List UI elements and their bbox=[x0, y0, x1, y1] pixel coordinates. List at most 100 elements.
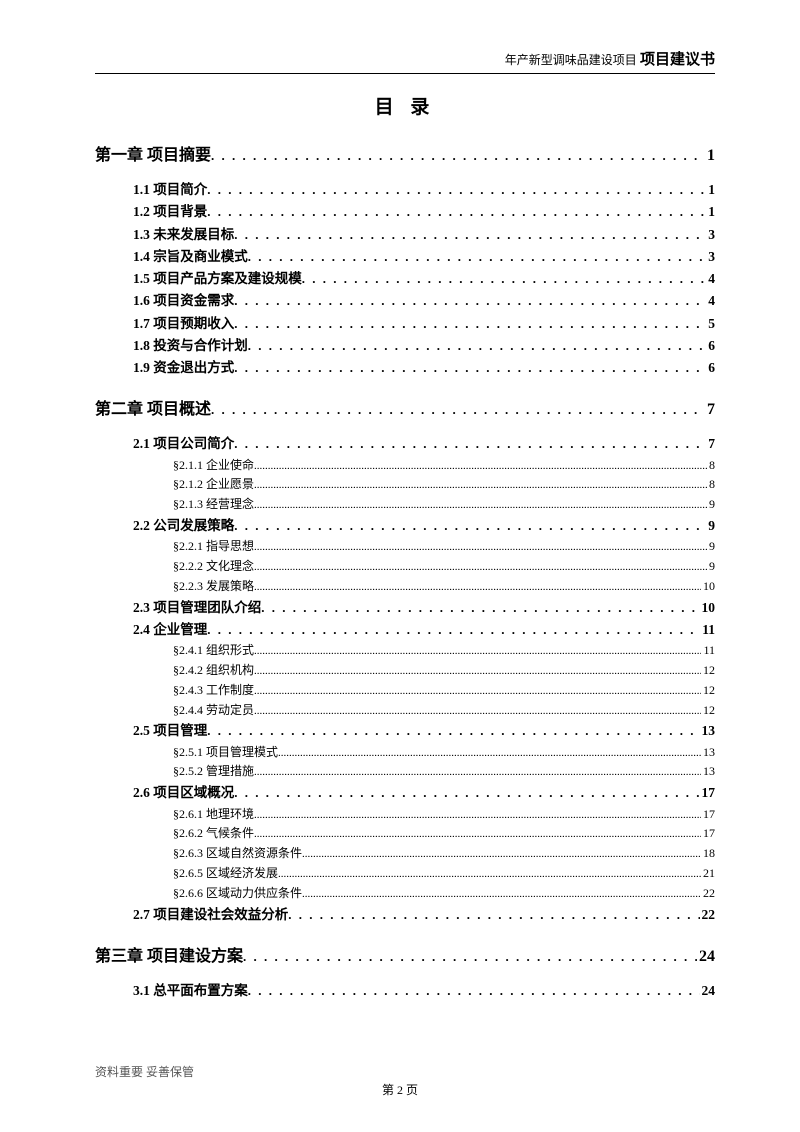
toc-leader-dots: ........................................… bbox=[254, 682, 701, 700]
footer-center: 第 2 页 bbox=[0, 1081, 800, 1098]
toc-label: §2.5.1 项目管理模式 bbox=[173, 743, 278, 763]
toc-page-number: 17 bbox=[701, 824, 715, 844]
toc-label: 1.3 未来发展目标 bbox=[133, 224, 234, 246]
toc-page-number: 8 bbox=[707, 456, 715, 476]
page-header: 年产新型调味品建设项目 项目建议书 bbox=[95, 48, 715, 74]
toc-page-number: 8 bbox=[707, 475, 715, 495]
toc-label: 2.2 公司发展策略 bbox=[133, 515, 234, 537]
toc-entry: 第一章 项目摘要 . . . . . . . . . . . . . . . .… bbox=[95, 141, 715, 165]
toc-leader-dots: ........................................… bbox=[254, 538, 707, 556]
toc-leader-dots: . . . . . . . . . . . . . . . . . . . . … bbox=[248, 335, 707, 356]
toc-entry: 1.2 项目背景 . . . . . . . . . . . . . . . .… bbox=[95, 201, 715, 223]
toc-page-number: 11 bbox=[701, 641, 715, 661]
toc-entry: 1.8 投资与合作计划 . . . . . . . . . . . . . . … bbox=[95, 335, 715, 357]
toc-label: §2.2.3 发展策略 bbox=[173, 577, 254, 597]
toc-leader-dots: ........................................… bbox=[254, 476, 707, 494]
toc-title: 目 录 bbox=[95, 92, 715, 119]
toc-label: 第一章 项目摘要 bbox=[95, 141, 211, 165]
toc-leader-dots: . . . . . . . . . . . . . . . . . . . . … bbox=[211, 148, 705, 164]
toc-page-number: 17 bbox=[700, 782, 716, 804]
toc-page-number: 7 bbox=[705, 401, 715, 419]
toc-leader-dots: . . . . . . . . . . . . . . . . . . . . … bbox=[207, 201, 706, 222]
toc-entry: §2.1.2 企业愿景 ............................… bbox=[95, 475, 715, 495]
toc-entry: 1.5 项目产品方案及建设规模 . . . . . . . . . . . . … bbox=[95, 268, 715, 290]
toc-leader-dots: . . . . . . . . . . . . . . . . . . . . … bbox=[248, 980, 700, 1001]
toc-label: 1.6 项目资金需求 bbox=[133, 290, 234, 312]
toc-entry: §2.6.3 区域自然资源条件 ........................… bbox=[95, 844, 715, 864]
toc-page-number: 1 bbox=[706, 201, 715, 223]
toc-entry: 1.1 项目简介 . . . . . . . . . . . . . . . .… bbox=[95, 179, 715, 201]
toc-label: 3.1 总平面布置方案 bbox=[133, 980, 248, 1002]
toc-label: 1.4 宗旨及商业模式 bbox=[133, 246, 248, 268]
toc-page-number: 1 bbox=[706, 179, 715, 201]
toc-leader-dots: . . . . . . . . . . . . . . . . . . . . … bbox=[211, 402, 705, 418]
toc-page-number: 3 bbox=[706, 224, 715, 246]
toc-label: §2.1.2 企业愿景 bbox=[173, 475, 254, 495]
toc-leader-dots: ........................................… bbox=[254, 662, 701, 680]
toc-page-number: 1 bbox=[705, 147, 715, 165]
toc-entry: §2.4.3 工作制度 ............................… bbox=[95, 681, 715, 701]
toc-label: §2.6.1 地理环境 bbox=[173, 805, 254, 825]
toc-entry: §2.4.4 劳动定员 ............................… bbox=[95, 701, 715, 721]
toc-label: §2.4.1 组织形式 bbox=[173, 641, 254, 661]
toc-entry: 2.5 项目管理 . . . . . . . . . . . . . . . .… bbox=[95, 720, 715, 742]
toc-page-number: 7 bbox=[706, 433, 715, 455]
toc-label: §2.4.2 组织机构 bbox=[173, 661, 254, 681]
toc-page-number: 21 bbox=[701, 864, 715, 884]
toc-leader-dots: ........................................… bbox=[254, 642, 701, 660]
toc-label: 2.7 项目建设社会效益分析 bbox=[133, 904, 288, 926]
toc-leader-dots: . . . . . . . . . . . . . . . . . . . . … bbox=[302, 268, 707, 289]
toc-label: §2.2.1 指导思想 bbox=[173, 537, 254, 557]
toc-entry: 1.9 资金退出方式 . . . . . . . . . . . . . . .… bbox=[95, 357, 715, 379]
toc-leader-dots: ........................................… bbox=[278, 865, 701, 883]
toc-page-number: 24 bbox=[700, 980, 716, 1002]
toc-leader-dots: . . . . . . . . . . . . . . . . . . . . … bbox=[234, 433, 706, 454]
toc-page-number: 12 bbox=[701, 701, 715, 721]
toc-entry: 2.7 项目建设社会效益分析 . . . . . . . . . . . . .… bbox=[95, 904, 715, 926]
toc-page-number: 9 bbox=[707, 537, 715, 557]
toc-page-number: 9 bbox=[706, 515, 715, 537]
toc-label: 2.3 项目管理团队介绍 bbox=[133, 597, 261, 619]
toc-entry: §2.4.1 组织形式 ............................… bbox=[95, 641, 715, 661]
toc-entry: §2.6.1 地理环境 ............................… bbox=[95, 805, 715, 825]
toc-entry: §2.6.6 区域动力供应条件 ........................… bbox=[95, 884, 715, 904]
toc-entry: 2.4 企业管理 . . . . . . . . . . . . . . . .… bbox=[95, 619, 715, 641]
toc-entry: §2.5.1 项目管理模式 ..........................… bbox=[95, 743, 715, 763]
toc-entry: §2.5.2 管理措施 ............................… bbox=[95, 762, 715, 782]
toc-leader-dots: ........................................… bbox=[254, 496, 707, 514]
toc-label: 1.8 投资与合作计划 bbox=[133, 335, 248, 357]
toc-leader-dots: ........................................… bbox=[254, 763, 701, 781]
toc-leader-dots: ........................................… bbox=[278, 744, 701, 762]
toc-leader-dots: . . . . . . . . . . . . . . . . . . . . … bbox=[207, 179, 706, 200]
header-title: 项目建议书 bbox=[640, 52, 715, 68]
toc-leader-dots: . . . . . . . . . . . . . . . . . . . . … bbox=[288, 904, 699, 925]
toc-page-number: 5 bbox=[706, 313, 715, 335]
toc-leader-dots: . . . . . . . . . . . . . . . . . . . . … bbox=[234, 290, 706, 311]
toc-page-number: 10 bbox=[701, 577, 715, 597]
toc-entry: 1.3 未来发展目标 . . . . . . . . . . . . . . .… bbox=[95, 224, 715, 246]
toc-label: 2.1 项目公司简介 bbox=[133, 433, 234, 455]
toc-page-number: 18 bbox=[701, 844, 715, 864]
toc-page-number: 4 bbox=[706, 268, 715, 290]
toc-page-number: 13 bbox=[701, 762, 715, 782]
toc-leader-dots: . . . . . . . . . . . . . . . . . . . . … bbox=[261, 597, 699, 618]
toc-label: §2.1.3 经营理念 bbox=[173, 495, 254, 515]
toc-page-number: 6 bbox=[706, 335, 715, 357]
toc-label: §2.6.2 气候条件 bbox=[173, 824, 254, 844]
toc-label: 1.1 项目简介 bbox=[133, 179, 207, 201]
toc-leader-dots: . . . . . . . . . . . . . . . . . . . . … bbox=[234, 224, 706, 245]
toc-page-number: 22 bbox=[701, 884, 715, 904]
toc-leader-dots: ........................................… bbox=[254, 806, 701, 824]
toc-label: 第二章 项目概述 bbox=[95, 395, 211, 419]
toc-page-number: 6 bbox=[706, 357, 715, 379]
toc-label: §2.2.2 文化理念 bbox=[173, 557, 254, 577]
toc-page-number: 13 bbox=[700, 720, 716, 742]
toc-page-number: 12 bbox=[701, 661, 715, 681]
toc-entry: 2.6 项目区域概况 . . . . . . . . . . . . . . .… bbox=[95, 782, 715, 804]
toc-page-number: 9 bbox=[707, 495, 715, 515]
toc-leader-dots: ........................................… bbox=[302, 845, 701, 863]
toc-entry: 1.4 宗旨及商业模式 . . . . . . . . . . . . . . … bbox=[95, 246, 715, 268]
toc-leader-dots: ........................................… bbox=[254, 702, 701, 720]
toc-label: §2.4.3 工作制度 bbox=[173, 681, 254, 701]
toc-label: 第三章 项目建设方案 bbox=[95, 942, 243, 966]
